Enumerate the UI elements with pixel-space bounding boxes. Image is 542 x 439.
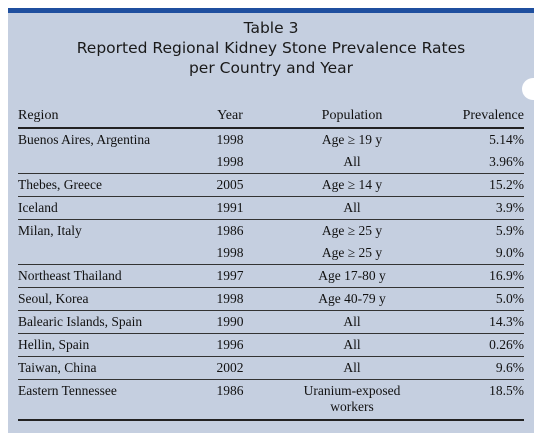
table-row: Milan, Italy 1986 Age ≥ 25 y 5.9% [18, 220, 524, 243]
population-cell: All [272, 151, 432, 174]
population-cell: All [272, 333, 432, 357]
population-cell: Age ≥ 19 y [321, 132, 383, 147]
table-row: 1998 Age ≥ 25 y 9.0% [18, 242, 524, 265]
region-cell: Seoul, Korea [18, 287, 188, 311]
population-cell: Age 40-79 y [272, 287, 432, 311]
table-row: Iceland 1991 All 3.9% [18, 196, 524, 220]
population-cell: Age 17-80 y [272, 264, 432, 288]
table-subtitle: per Country and Year [188, 59, 354, 77]
table-row: Eastern Tennessee 1986 Uranium-exposed w… [18, 379, 524, 421]
population-cell: All [272, 196, 432, 220]
year-cell: 1998 [216, 132, 244, 147]
year-cell: 1990 [188, 310, 272, 334]
region-cell: Taiwan, China [18, 356, 188, 380]
table-panel: Table 3 Reported Regional Kidney Stone P… [8, 8, 536, 433]
column-header-prevalence: Prevalence [432, 104, 524, 129]
top-accent-bar [8, 8, 534, 13]
region-cell: Thebes, Greece [18, 173, 188, 197]
prevalence-cell: 16.9% [432, 264, 524, 288]
region-cell: Balearic Islands, Spain [18, 310, 188, 334]
year-cell: 1986 [216, 223, 244, 238]
table-title: Reported Regional Kidney Stone Prevalenc… [76, 39, 466, 57]
table-row: Buenos Aires, Argentina 1998 Age ≥ 19 y … [18, 128, 524, 151]
region-cell: Eastern Tennessee [18, 379, 188, 421]
prevalence-cell: 0.26% [432, 333, 524, 357]
year-cell: 2002 [188, 356, 272, 380]
table-row: Seoul, Korea 1998 Age 40-79 y 5.0% [18, 287, 524, 311]
region-cell: Milan, Italy [18, 223, 82, 238]
prevalence-cell: 15.2% [432, 173, 524, 197]
population-cell: Age ≥ 14 y [272, 173, 432, 197]
prevalence-cell: 5.0% [432, 287, 524, 311]
prevalence-cell: 14.3% [432, 310, 524, 334]
column-header-year: Year [188, 104, 272, 129]
year-cell: 2005 [188, 173, 272, 197]
region-cell [18, 151, 188, 174]
table-row: Northeast Thailand 1997 Age 17-80 y 16.9… [18, 264, 524, 288]
region-cell: Buenos Aires, Argentina [18, 132, 151, 147]
prevalence-cell: 18.5% [432, 379, 524, 421]
year-cell: 1998 [188, 151, 272, 174]
population-line: Uranium-exposed [303, 383, 401, 398]
population-cell: Age ≥ 25 y [272, 242, 432, 265]
prevalence-cell: 5.9% [495, 223, 524, 238]
prevalence-cell: 5.14% [489, 132, 524, 147]
region-cell: Iceland [18, 196, 188, 220]
year-cell: 1998 [188, 242, 272, 265]
table-caption: Table 3 Reported Regional Kidney Stone P… [8, 18, 534, 78]
population-cell: Age ≥ 25 y [321, 223, 383, 238]
table-row: Hellin, Spain 1996 All 0.26% [18, 333, 524, 357]
prevalence-cell: 9.0% [432, 242, 524, 265]
prevalence-cell: 3.9% [432, 196, 524, 220]
side-tab-notch [522, 78, 536, 100]
region-cell: Northeast Thailand [18, 264, 188, 288]
column-header-region: Region [18, 104, 188, 129]
year-cell: 1997 [188, 264, 272, 288]
table-number: Table 3 [243, 19, 299, 37]
region-cell: Hellin, Spain [18, 333, 188, 357]
prevalence-cell: 9.6% [432, 356, 524, 380]
table-row: Thebes, Greece 2005 Age ≥ 14 y 15.2% [18, 173, 524, 197]
prevalence-table: Region Year Population Prevalence Buenos… [18, 104, 524, 421]
population-line: workers [330, 399, 374, 414]
year-cell: 1991 [188, 196, 272, 220]
header-row: Region Year Population Prevalence [18, 104, 524, 129]
year-cell: 1986 [188, 379, 272, 421]
year-cell: 1996 [188, 333, 272, 357]
column-header-population: Population [272, 104, 432, 129]
table-row: 1998 All 3.96% [18, 151, 524, 174]
table-row: Taiwan, China 2002 All 9.6% [18, 356, 524, 380]
prevalence-cell: 3.96% [432, 151, 524, 174]
population-cell: All [272, 356, 432, 380]
population-cell: Uranium-exposed workers [272, 379, 432, 421]
population-cell: All [272, 310, 432, 334]
year-cell: 1998 [188, 287, 272, 311]
table-row: Balearic Islands, Spain 1990 All 14.3% [18, 310, 524, 334]
region-cell [18, 242, 188, 265]
